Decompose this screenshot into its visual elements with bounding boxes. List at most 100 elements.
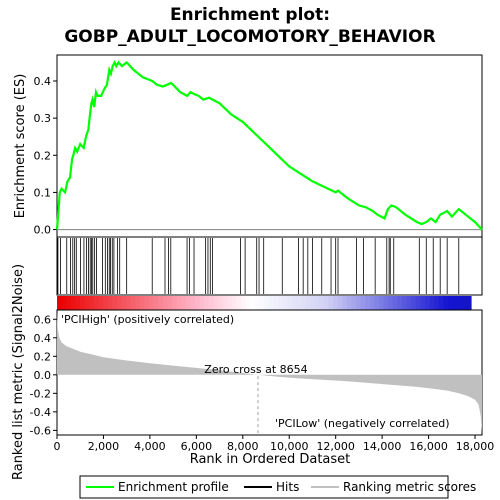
band-segment [277,296,283,310]
band-segment [360,296,366,310]
band-segment [457,296,463,310]
chart-subtitle: GOBP_ADULT_LOCOMOTORY_BEHAVIOR [64,27,435,47]
band-segment [57,296,63,310]
x-tick-label: 0 [54,440,61,453]
low-correlation-label: 'PCILow' (negatively correlated) [275,417,450,430]
band-segment [245,296,251,310]
band-segment [84,296,90,310]
band-segment [116,296,122,310]
band-segment [346,296,352,310]
es-y-tick-label: 0.1 [34,186,52,199]
band-segment [195,296,201,310]
band-segment [144,296,150,310]
band-segment [369,296,375,310]
ranking-metric-fill [57,311,482,433]
es-y-tick-label: 0.3 [34,112,52,125]
chart-title: Enrichment plot: [170,5,330,25]
x-axis-label: Rank in Ordered Dataset [190,452,351,467]
band-segment [112,296,118,310]
band-segment [429,296,435,310]
x-tick-label: 16,000 [409,440,448,453]
band-segment [337,296,343,310]
ranking-metric-area [57,311,482,433]
band-segment [254,296,260,310]
band-segment [250,296,256,310]
band-segment [61,296,67,310]
band-segment [70,296,76,310]
band-segment [103,296,109,310]
legend-metric-label: Ranking metric scores [343,480,476,494]
enrichment-profile-series [55,59,483,231]
band-segment [264,296,270,310]
band-segment [379,296,385,310]
band-segment [351,296,357,310]
band-segment [139,296,145,310]
band-segment [443,296,449,310]
x-tick-label: 4,000 [134,440,166,453]
band-segment [287,296,293,310]
metric-y-tick-label: 0.0 [34,369,52,382]
es-y-tick-label: 0.4 [34,75,52,88]
legend: Enrichment profile Hits Ranking metric s… [79,475,476,499]
band-segment [397,296,403,310]
band-segment [162,296,168,310]
band-segment [323,296,329,310]
band-segment [406,296,412,310]
hits-panel-frame [56,236,483,296]
band-segment [365,296,371,310]
band-segment [208,296,214,310]
band-segment [190,296,196,310]
band-segment [448,296,454,310]
band-segment [93,296,99,310]
band-segment [415,296,421,310]
band-segment [259,296,265,310]
band-segment [149,296,155,310]
band-segment [319,296,325,310]
band-segment [438,296,444,310]
band-segment [273,296,279,310]
x-axis-ticks: 0 2,000 4,000 6,000 8,000 10,000 12,000 14,000 1… [54,435,494,453]
enrichment-profile-line [55,59,483,231]
legend-profile-label: Enrichment profile [118,480,229,494]
band-segment [222,296,228,310]
band-segment [213,296,219,310]
x-tick-label: 12,000 [316,440,355,453]
es-y-tick-label: 0.2 [34,149,52,162]
band-segment [305,296,311,310]
band-segment [411,296,417,310]
band-segment [461,296,467,310]
band-segment [425,296,431,310]
metric-y-tick-label: 0.6 [34,313,52,326]
band-segment [342,296,348,310]
band-segment [328,296,334,310]
band-segment [300,296,306,310]
band-segment [176,296,182,310]
band-segment [199,296,205,310]
band-segment [374,296,380,310]
es-y-tick-label: 0.0 [34,224,52,237]
band-segment [75,296,81,310]
legend-hits-label: Hits [276,480,299,494]
x-tick-label: 10,000 [270,440,309,453]
band-segment [420,296,426,310]
metric-y-axis-label: Ranked list metric (Signal2Noise) [11,264,26,480]
metric-y-tick-label: -0.6 [30,424,51,437]
band-segment [282,296,288,310]
band-segment [121,296,127,310]
band-segment [80,296,86,310]
band-segment [66,296,72,310]
es-y-ticks: 0.0 0.1 0.2 0.3 0.4 [34,75,57,237]
band-segment [268,296,274,310]
band-segment [333,296,339,310]
high-correlation-label: 'PCIHigh' (positively correlated) [61,313,234,326]
metric-y-tick-label: -0.2 [30,387,51,400]
band-segment [204,296,210,310]
metric-y-tick-label: 0.4 [34,332,52,345]
metric-y-tick-label: -0.4 [30,406,51,419]
band-segment [452,296,458,310]
band-segment [185,296,191,310]
band-segment [130,296,136,310]
zero-cross-label: Zero cross at 8654 [204,363,307,376]
band-segment [227,296,233,310]
